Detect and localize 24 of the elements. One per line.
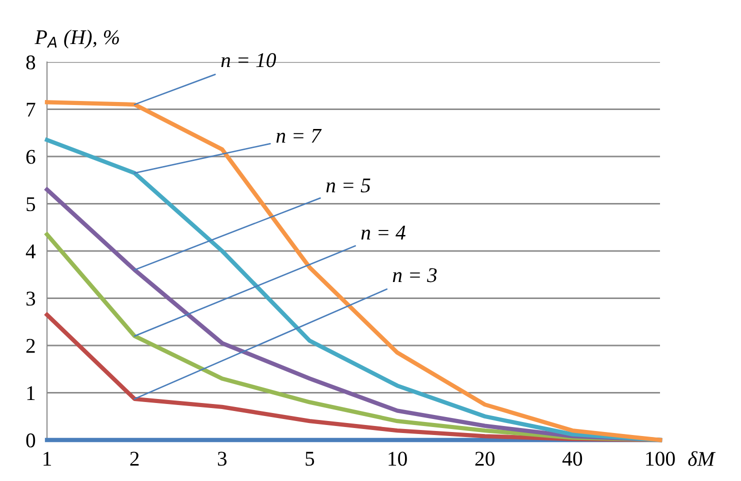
x-tick-label: 40 — [562, 452, 582, 466]
y-tick-label: 4 — [26, 244, 36, 258]
y-tick-label: 0 — [26, 433, 36, 448]
annotation: n = 7 — [276, 128, 322, 143]
y-tick-label: 3 — [26, 292, 36, 306]
annotation: n = 10 — [221, 53, 276, 68]
x-axis-title: δM — [688, 451, 716, 466]
y-tick-label: 8 — [26, 55, 36, 70]
x-tick-label: 5 — [306, 452, 314, 466]
y-tick-label: 1 — [27, 386, 35, 400]
annotation: n = 4 — [361, 226, 406, 240]
x-tick-label: 100 — [646, 452, 675, 466]
y-tick-label: 5 — [26, 197, 36, 212]
x-tick-label: 20 — [475, 452, 494, 466]
x-tick-label: 10 — [388, 452, 407, 466]
annotation: n = 3 — [392, 268, 437, 282]
x-tick-label: 3 — [218, 452, 227, 466]
y-tick-label: 2 — [26, 338, 35, 353]
y-axis-title: P$_{A}$ (H), % — [34, 30, 119, 48]
x-tick-label: 1 — [44, 452, 51, 466]
x-tick-label: 2 — [130, 452, 139, 466]
annotation: n = 5 — [326, 178, 370, 192]
y-tick-label: 7 — [26, 102, 36, 116]
y-tick-label: 6 — [26, 150, 36, 164]
